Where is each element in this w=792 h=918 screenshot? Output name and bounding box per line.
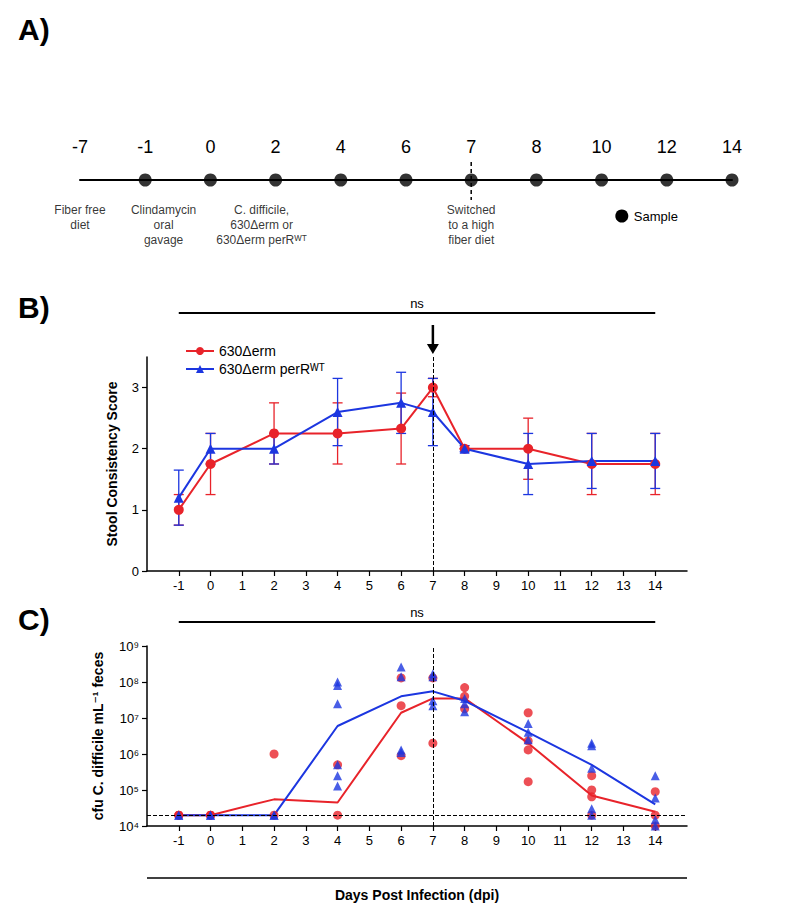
svg-text:2: 2 bbox=[270, 833, 277, 848]
svg-text:8: 8 bbox=[461, 578, 468, 593]
svg-text:630Δerm: 630Δerm bbox=[219, 343, 276, 359]
svg-text:3: 3 bbox=[132, 380, 139, 395]
svg-text:A): A) bbox=[18, 13, 50, 46]
svg-text:8: 8 bbox=[461, 833, 468, 848]
svg-text:13: 13 bbox=[616, 578, 630, 593]
svg-text:2: 2 bbox=[270, 578, 277, 593]
svg-text:cfu C. difficile mL⁻¹ feces: cfu C. difficile mL⁻¹ feces bbox=[90, 652, 106, 821]
svg-text:10: 10 bbox=[521, 833, 535, 848]
svg-text:10⁹: 10⁹ bbox=[119, 639, 139, 654]
svg-text:-1: -1 bbox=[173, 578, 185, 593]
svg-text:7: 7 bbox=[429, 578, 436, 593]
svg-text:9: 9 bbox=[493, 833, 500, 848]
svg-text:10⁵: 10⁵ bbox=[119, 783, 139, 798]
svg-text:Fiber free: Fiber free bbox=[54, 203, 106, 217]
svg-text:B): B) bbox=[18, 291, 50, 324]
svg-text:630Δerm perRᵂᵀ: 630Δerm perRᵂᵀ bbox=[216, 233, 307, 247]
svg-text:10⁸: 10⁸ bbox=[119, 675, 139, 690]
svg-text:1: 1 bbox=[239, 833, 246, 848]
svg-text:7: 7 bbox=[466, 137, 476, 157]
svg-text:4: 4 bbox=[334, 578, 341, 593]
svg-text:11: 11 bbox=[553, 833, 567, 848]
svg-text:Sample: Sample bbox=[634, 209, 678, 224]
svg-text:10⁴: 10⁴ bbox=[119, 819, 139, 834]
svg-text:13: 13 bbox=[616, 833, 630, 848]
svg-text:gavage: gavage bbox=[144, 233, 184, 247]
svg-text:6: 6 bbox=[398, 833, 405, 848]
svg-text:1: 1 bbox=[132, 502, 139, 517]
svg-text:12: 12 bbox=[584, 833, 598, 848]
svg-text:10: 10 bbox=[592, 137, 612, 157]
svg-text:0: 0 bbox=[205, 137, 215, 157]
svg-text:12: 12 bbox=[657, 137, 677, 157]
svg-text:fiber diet: fiber diet bbox=[448, 233, 495, 247]
svg-text:4: 4 bbox=[336, 137, 346, 157]
svg-text:Clindamycin: Clindamycin bbox=[131, 203, 196, 217]
svg-text:ns: ns bbox=[410, 296, 424, 311]
svg-text:4: 4 bbox=[334, 833, 341, 848]
svg-text:6: 6 bbox=[401, 137, 411, 157]
svg-text:7: 7 bbox=[429, 833, 436, 848]
svg-text:0: 0 bbox=[132, 564, 139, 579]
svg-text:0: 0 bbox=[207, 578, 214, 593]
svg-text:-1: -1 bbox=[173, 833, 185, 848]
svg-text:3: 3 bbox=[302, 833, 309, 848]
svg-text:14: 14 bbox=[722, 137, 742, 157]
svg-text:Switched: Switched bbox=[447, 203, 496, 217]
svg-text:630Δerm perRᵂᵀ: 630Δerm perRᵂᵀ bbox=[219, 361, 325, 377]
svg-text:2: 2 bbox=[271, 137, 281, 157]
svg-text:3: 3 bbox=[302, 578, 309, 593]
svg-text:Stool Consistency Score: Stool Consistency Score bbox=[104, 381, 120, 546]
svg-text:1: 1 bbox=[239, 578, 246, 593]
svg-text:630Δerm or: 630Δerm or bbox=[230, 218, 293, 232]
svg-text:10⁶: 10⁶ bbox=[119, 747, 139, 762]
svg-text:12: 12 bbox=[584, 578, 598, 593]
svg-text:-7: -7 bbox=[72, 137, 88, 157]
svg-text:14: 14 bbox=[648, 833, 662, 848]
svg-text:Days Post Infection (dpi): Days Post Infection (dpi) bbox=[335, 887, 499, 903]
svg-text:C. difficile,: C. difficile, bbox=[234, 203, 289, 217]
svg-text:0: 0 bbox=[207, 833, 214, 848]
svg-text:11: 11 bbox=[553, 578, 567, 593]
svg-text:5: 5 bbox=[366, 578, 373, 593]
svg-text:5: 5 bbox=[366, 833, 373, 848]
svg-text:2: 2 bbox=[132, 441, 139, 456]
svg-text:-1: -1 bbox=[137, 137, 153, 157]
svg-text:diet: diet bbox=[70, 218, 90, 232]
svg-text:8: 8 bbox=[531, 137, 541, 157]
svg-text:C): C) bbox=[18, 603, 50, 636]
svg-text:10: 10 bbox=[521, 578, 535, 593]
svg-text:9: 9 bbox=[493, 578, 500, 593]
svg-text:ns: ns bbox=[410, 605, 424, 620]
svg-text:10⁷: 10⁷ bbox=[120, 711, 139, 726]
svg-text:6: 6 bbox=[398, 578, 405, 593]
svg-text:14: 14 bbox=[648, 578, 662, 593]
svg-text:oral: oral bbox=[154, 218, 174, 232]
svg-text:to a high: to a high bbox=[448, 218, 494, 232]
